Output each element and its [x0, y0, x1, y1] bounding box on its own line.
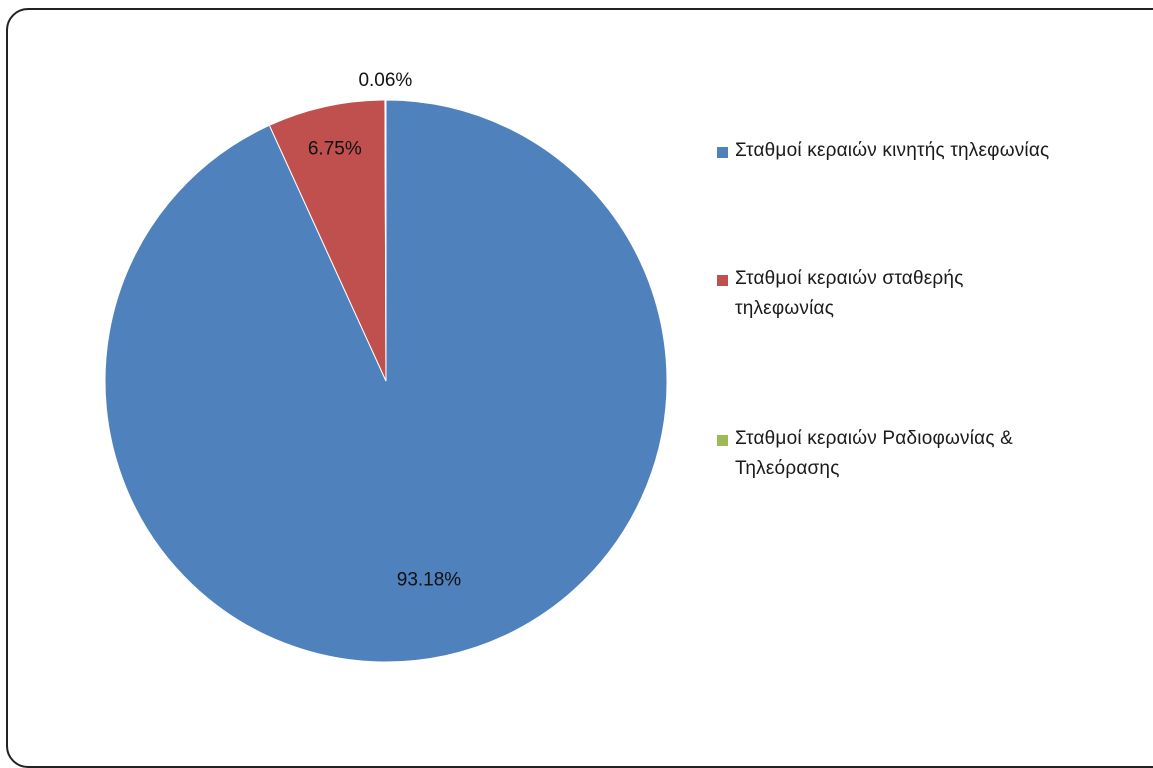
legend-item-broadcast: Σταθμοί κεραιών Ραδιοφωνίας & Τηλεόρασης [717, 424, 1137, 484]
legend: Σταθμοί κεραιών κινητής τηλεφωνίας Σταθμ… [717, 136, 1137, 582]
legend-swatch-mobile [717, 147, 728, 158]
pie-data-labels: 93.18% 6.75% 0.06% [308, 70, 461, 591]
legend-item-mobile: Σταθμοί κεραιών κινητής τηλεφωνίας [717, 136, 1137, 166]
pie-chart: 93.18% 6.75% 0.06% [104, 70, 668, 663]
slice-fixed [268, 99, 387, 382]
legend-item-fixed: Σταθμοί κεραιών σταθερής τηλεφωνίας [717, 264, 1137, 324]
pie-slices [104, 99, 668, 663]
legend-label-mobile: Σταθμοί κεραιών κινητής τηλεφωνίας [735, 140, 1050, 161]
data-label-broadcast: 0.06% [358, 70, 412, 91]
data-label-fixed: 6.75% [308, 139, 362, 160]
legend-label-fixed: Σταθμοί κεραιών σταθερής τηλεφωνίας [735, 268, 964, 319]
legend-swatch-broadcast [717, 435, 728, 446]
slice-broadcast [384, 99, 387, 382]
legend-label-broadcast: Σταθμοί κεραιών Ραδιοφωνίας & Τηλεόρασης [735, 428, 1014, 479]
legend-swatch-fixed [717, 275, 728, 286]
data-label-mobile: 93.18% [397, 570, 462, 591]
